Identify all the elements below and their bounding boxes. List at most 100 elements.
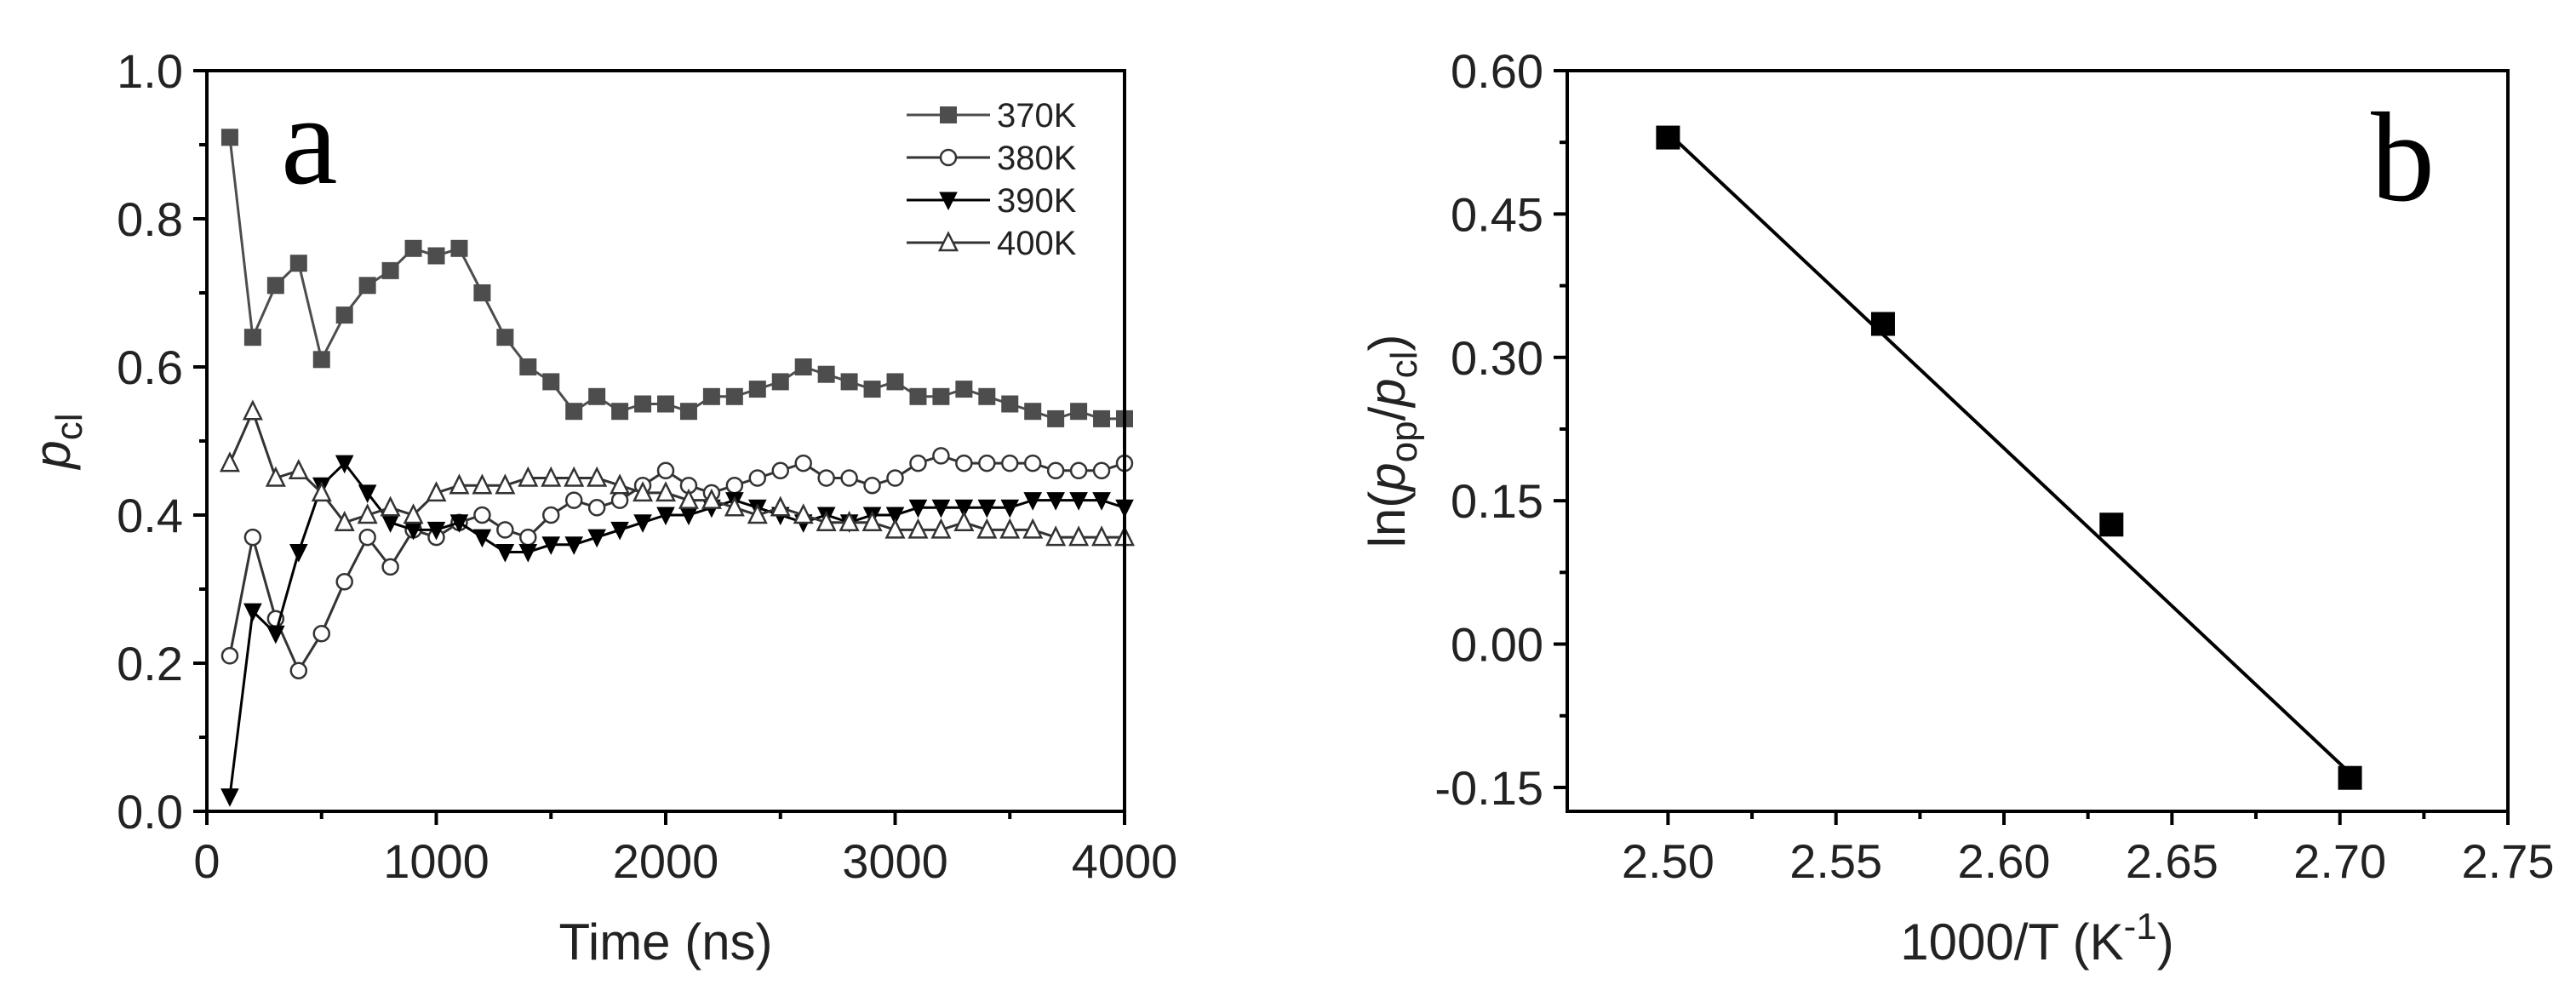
series-390k-point (495, 544, 515, 563)
panel-a-y-tick-label: 0.2 (117, 637, 183, 690)
series-400k-point (541, 466, 562, 487)
series-370k-point (588, 387, 606, 405)
panel-b-data-point (1656, 125, 1680, 150)
series-390k-point (587, 529, 606, 548)
series-400k-point (403, 503, 424, 524)
panel-b-y-axis-label-part-4: p (1359, 378, 1416, 408)
series-380k-point (473, 506, 491, 524)
series-390k-point (908, 499, 928, 518)
series-370k-point (909, 387, 927, 405)
series-370k-point (312, 351, 330, 369)
series-400k-point (1022, 518, 1044, 539)
legend-400k-label: 400K (997, 225, 1077, 262)
series-390k-point (977, 499, 997, 518)
legend-390k-label: 390K (997, 182, 1077, 220)
panel-b-x-axis-label-sup: -1 (2124, 906, 2157, 948)
series-370k-point (427, 247, 445, 265)
series-400k-point (311, 481, 332, 502)
panel-b-y-axis-label-part-0: ln( (1359, 491, 1416, 548)
series-390k-line (228, 461, 1125, 797)
panel-b-x-tick-label: 2.60 (1958, 834, 2051, 888)
series-380k-point (840, 469, 858, 487)
series-370k-point (289, 255, 307, 272)
series-380k-point (1023, 454, 1042, 472)
panel-a-x-tick-label: 4000 (1072, 834, 1178, 888)
series-400k-point (242, 399, 263, 421)
series-380k-point (817, 469, 835, 487)
panel-b-y-tick-label: 0.45 (1451, 187, 1543, 241)
series-400k-point (1045, 525, 1067, 547)
series-380k-point (564, 491, 583, 509)
series-400k-point (633, 481, 654, 502)
series-370k-point (519, 358, 537, 375)
panel-b-y-tick-label: 0.15 (1451, 474, 1543, 528)
panel-b-y-tick-label: 0.30 (1451, 331, 1543, 385)
panel-b-y-tick-label: 0.00 (1451, 618, 1543, 672)
series-390k-point (1092, 492, 1111, 511)
series-370k-point (358, 277, 376, 295)
series-390k-point (541, 536, 561, 555)
series-380k-point (978, 454, 996, 472)
series-390k-point (1000, 499, 1020, 518)
series-370k-point (565, 403, 583, 421)
series-400k-point (219, 451, 240, 472)
series-400k-point (495, 473, 516, 495)
panel-a-y-tick-label: 0.0 (117, 785, 183, 839)
series-400k-point (564, 466, 585, 487)
series-370k-point (1093, 409, 1111, 427)
panel-b-y-axis-label-part-6: ) (1359, 335, 1416, 352)
series-370k-point (725, 387, 743, 405)
series-390k-point (518, 544, 538, 563)
panel-a-y-tick-label: 1.0 (117, 44, 183, 98)
series-400k-point (816, 510, 837, 531)
panel-a-y-axis-label-sub: cl (49, 413, 90, 440)
series-370k-point (978, 387, 996, 405)
series-380k-point (381, 558, 399, 576)
panel-b-y-axis-label-part-2: op (1383, 421, 1425, 462)
series-370k-point (404, 239, 422, 257)
series-370k-point (266, 277, 284, 295)
series-380k-point (725, 476, 744, 495)
series-390k-point (1046, 492, 1065, 511)
series-390k-point (1023, 492, 1043, 511)
panel-a-y-axis-label-main: p (24, 440, 81, 470)
series-400k-point (701, 488, 722, 509)
panel-a-x-axis-label: Time (ns) (558, 913, 772, 971)
series-380k-line (228, 454, 1125, 673)
panel-b-data-point (1870, 312, 1895, 336)
panel-a-x-tick-label: 3000 (842, 834, 948, 888)
panel-b-y-axis-label: ln(pop/pcl) (1359, 335, 1425, 548)
series-400k-point (793, 503, 814, 524)
legend-400k-marker (937, 231, 959, 252)
panel-b-data-point (2099, 513, 2124, 537)
series-380k-point (289, 661, 308, 679)
series-380k-point (542, 506, 560, 524)
panel-b-points-group (1656, 125, 2362, 790)
series-370k-point (679, 403, 697, 421)
panel-b-y-tick-label: 0.60 (1451, 44, 1543, 98)
panel-b-y-axis-label-part-5: cl (1383, 352, 1425, 379)
series-400k-point (472, 473, 493, 495)
series-370k-point (748, 381, 766, 398)
panel-b-fit-group (1667, 131, 2351, 775)
panel-a-x-tick-label: 0 (193, 834, 220, 888)
series-400k-point (953, 510, 975, 531)
series-400k-point (288, 459, 309, 480)
panel-b-y-axis-label-part-3: / (1359, 406, 1416, 421)
series-370k-point (220, 129, 238, 146)
series-380k-point (886, 469, 904, 487)
series-380k-point (932, 447, 950, 465)
series-370k-point (886, 373, 904, 391)
panel-b-data-point (2338, 765, 2362, 790)
series-380k-point (771, 461, 789, 480)
series-380k-point (220, 647, 239, 665)
panel-a-x-tick-label: 1000 (383, 834, 489, 888)
series-370k-point (542, 373, 560, 391)
series-390k-point (1069, 492, 1088, 511)
series-380k-point (519, 528, 537, 547)
panel-a-y-tick-label: 0.4 (117, 489, 183, 542)
panel-a-label: a (281, 70, 338, 211)
series-370k-point (450, 239, 468, 257)
series-380k-point (909, 454, 927, 472)
panel-b-x-axis-label: 1000/T (K-1) (1900, 906, 2174, 971)
